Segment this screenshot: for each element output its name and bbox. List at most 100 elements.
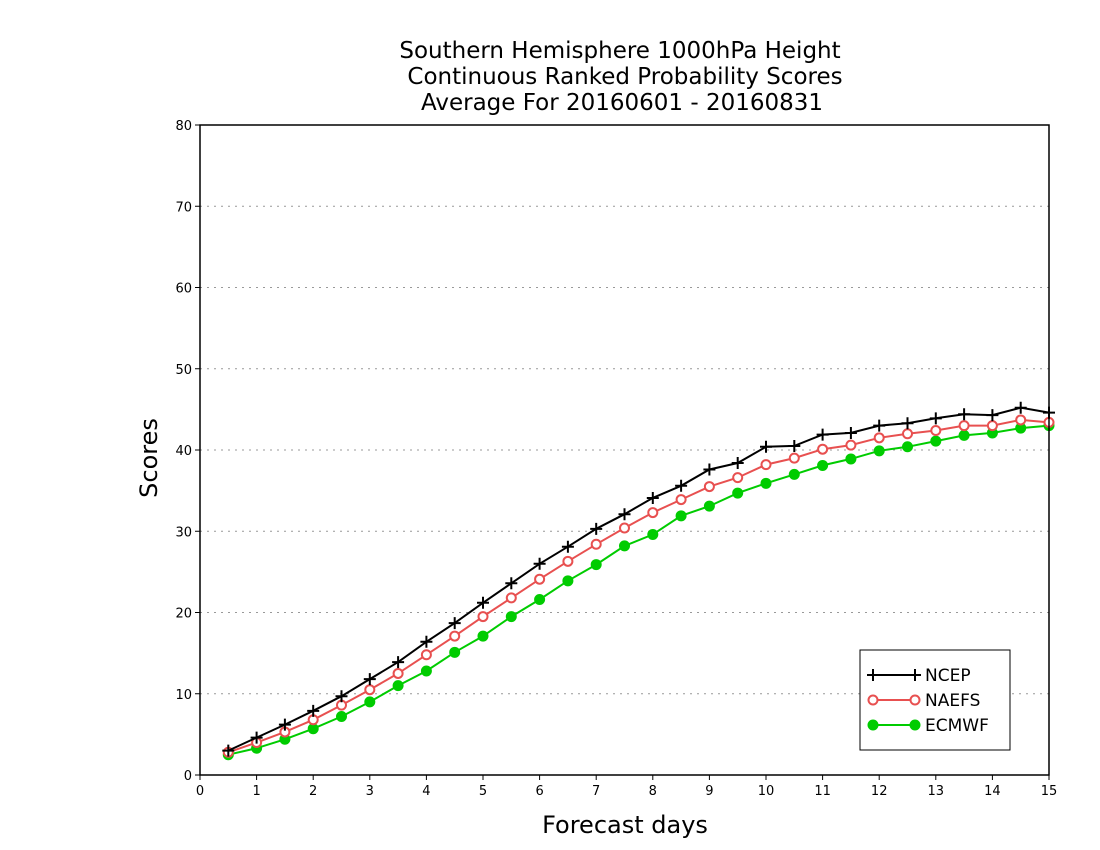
data-point-ncep <box>278 718 291 731</box>
series-ecmwf <box>222 420 1055 761</box>
x-tick-label: 15 <box>1041 784 1058 799</box>
data-point-naefs <box>392 667 404 679</box>
y-tick-label: 10 <box>175 688 192 703</box>
legend-label-ecmwf: ECMWF <box>925 716 989 736</box>
legend-marker-ncep <box>909 669 921 681</box>
x-tick-label: 3 <box>366 784 374 799</box>
x-tick-label: 4 <box>422 784 430 799</box>
x-tick-label: 5 <box>479 784 487 799</box>
data-point-ecmwf <box>958 429 970 441</box>
x-tick-label: 6 <box>535 784 543 799</box>
data-point-ecmwf <box>477 630 489 642</box>
data-point-ncep <box>618 508 631 521</box>
chart-title-line-2: Continuous Ranked Probability Scores <box>407 64 842 90</box>
legend-item-ecmwf: ECMWF <box>867 716 989 736</box>
data-point-ecmwf <box>420 665 432 677</box>
data-point-ecmwf <box>449 646 461 658</box>
data-point-naefs <box>958 420 970 432</box>
data-point-ncep <box>760 440 772 453</box>
x-tick-label: 7 <box>592 784 600 799</box>
data-point-ncep <box>986 409 999 422</box>
data-point-naefs <box>930 425 942 436</box>
data-point-ecmwf <box>590 559 602 571</box>
legend: NCEP NAEFS ECMWF <box>859 649 1011 751</box>
y-tick-label: 80 <box>175 119 192 134</box>
legend-marker-naefs <box>867 694 879 706</box>
data-point-ncep <box>250 731 263 744</box>
data-point-naefs <box>647 507 659 519</box>
data-point-ecmwf <box>392 680 404 692</box>
data-point-ecmwf <box>364 696 376 708</box>
data-point-ncep <box>901 417 914 430</box>
data-point-naefs <box>449 630 461 642</box>
data-point-ncep <box>307 704 320 717</box>
y-tick-label: 70 <box>175 200 192 215</box>
data-point-ecmwf <box>703 500 715 512</box>
x-tick-label: 0 <box>196 784 204 799</box>
x-tick-label: 8 <box>649 784 657 799</box>
series-layer <box>222 401 1055 761</box>
y-tick-label: 40 <box>175 444 192 459</box>
x-tick-label: 13 <box>928 784 945 799</box>
data-point-naefs <box>703 481 715 493</box>
data-point-ecmwf <box>788 468 800 480</box>
legend-marker-ecmwf <box>909 719 921 731</box>
legend-marker-naefs <box>909 694 921 706</box>
x-tick-label: 9 <box>705 784 713 799</box>
chart-title-line-1: Southern Hemisphere 1000hPa Height <box>399 38 840 64</box>
data-point-ecmwf <box>732 487 744 499</box>
data-point-ncep <box>222 744 235 757</box>
data-point-naefs <box>902 428 913 440</box>
data-point-ncep <box>448 617 461 630</box>
data-point-naefs <box>364 684 376 696</box>
data-point-ncep <box>1014 401 1027 414</box>
series-ncep <box>222 401 1055 757</box>
data-point-naefs <box>788 452 800 464</box>
legend-label-ncep: NCEP <box>925 666 971 686</box>
data-point-naefs <box>590 538 602 550</box>
y-tick-label: 50 <box>175 363 192 378</box>
x-tick-label: 2 <box>309 784 317 799</box>
x-tick-label: 10 <box>758 784 775 799</box>
data-point-ecmwf <box>817 459 829 471</box>
data-point-ncep <box>929 412 942 425</box>
y-gridlines <box>200 205 1049 695</box>
y-axis-ticks: 0 10 20 30 40 50 60 70 80 <box>175 119 200 784</box>
data-point-ecmwf <box>534 594 546 605</box>
data-point-naefs <box>505 592 517 604</box>
data-point-ncep <box>788 439 801 452</box>
x-tick-label: 12 <box>871 784 888 799</box>
y-axis-title: Scores <box>135 418 163 498</box>
y-tick-label: 20 <box>175 607 192 622</box>
legend-item-ncep: NCEP <box>867 666 971 686</box>
data-point-naefs <box>420 649 432 661</box>
data-point-ncep <box>844 426 857 439</box>
data-point-ncep <box>675 479 688 492</box>
data-point-ncep <box>335 690 348 703</box>
data-point-ecmwf <box>619 540 630 552</box>
data-point-ncep <box>561 540 574 553</box>
data-point-ecmwf <box>902 441 913 453</box>
data-point-naefs <box>760 459 772 471</box>
series-naefs <box>222 414 1055 758</box>
x-tick-label: 11 <box>814 784 831 799</box>
y-tick-label: 30 <box>175 525 192 540</box>
data-point-naefs <box>817 443 829 455</box>
legend-marker-ncep <box>867 669 879 681</box>
legend-marker-ecmwf <box>867 719 879 731</box>
data-point-ncep <box>590 522 603 535</box>
data-point-naefs <box>675 494 687 506</box>
data-point-naefs <box>845 439 857 451</box>
data-point-ecmwf <box>845 453 857 465</box>
data-point-naefs <box>1015 414 1027 426</box>
data-point-ecmwf <box>760 477 772 489</box>
data-point-ncep <box>816 428 829 441</box>
data-point-ecmwf <box>336 711 347 722</box>
chart-title: Southern Hemisphere 1000hPa Height Conti… <box>399 38 842 116</box>
x-axis-title: Forecast days <box>542 811 708 839</box>
data-point-naefs <box>986 420 998 432</box>
data-point-ecmwf <box>873 445 885 457</box>
data-point-ncep <box>646 491 659 504</box>
y-tick-label: 0 <box>184 769 192 784</box>
